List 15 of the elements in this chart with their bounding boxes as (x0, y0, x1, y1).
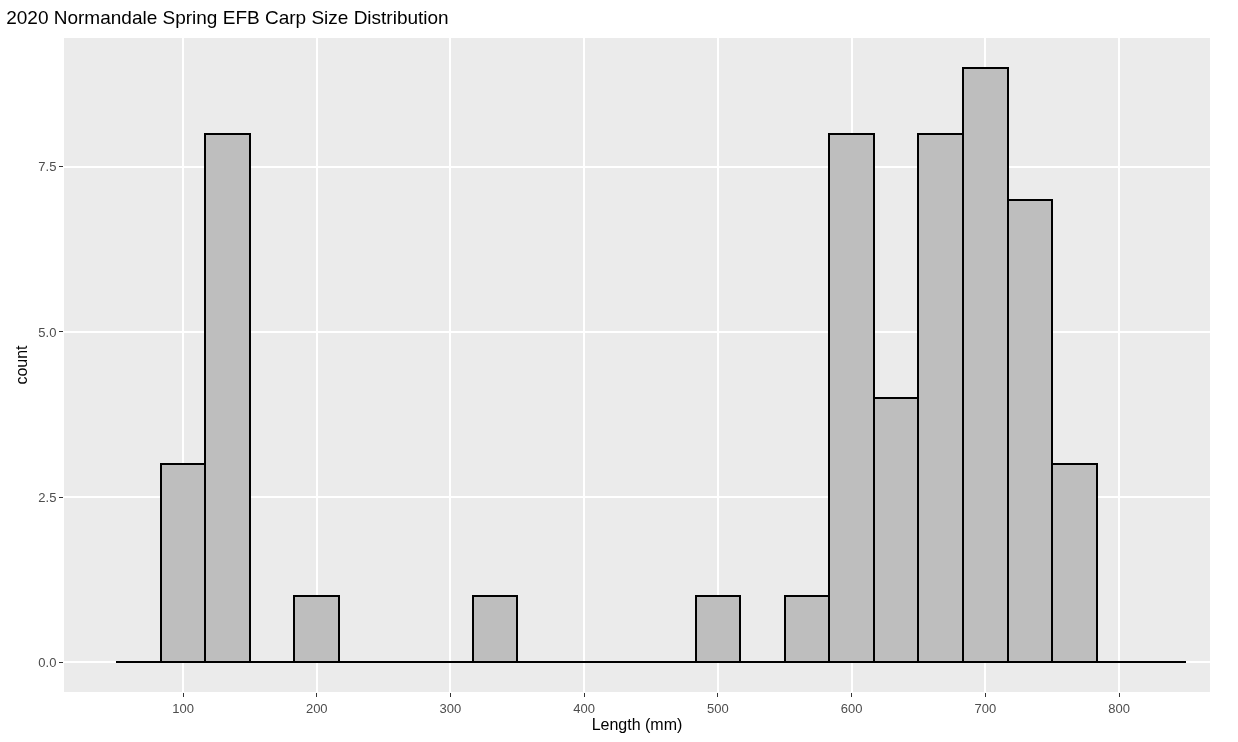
y-tick-label: 7.5 (38, 159, 57, 175)
x-tick-label: 300 (439, 700, 462, 716)
y-tick-label: 2.5 (38, 489, 57, 505)
x-tick-label: 200 (305, 700, 328, 716)
y-tick-label: 0.0 (38, 654, 57, 670)
y-tick-label: 5.0 (38, 324, 57, 340)
x-tick-label: 700 (974, 700, 997, 716)
x-tick-label: 800 (1108, 700, 1130, 716)
x-tick-label: 400 (573, 700, 596, 716)
x-axis-title: Length (mm) (591, 716, 683, 734)
x-tick-label: 100 (172, 700, 194, 716)
x-tick-label: 500 (707, 700, 729, 716)
y-axis-title: count (13, 344, 31, 385)
x-tick-label: 600 (840, 700, 863, 716)
chart-title: 2020 Normandale Spring EFB Carp Size Distribution (6, 7, 449, 29)
